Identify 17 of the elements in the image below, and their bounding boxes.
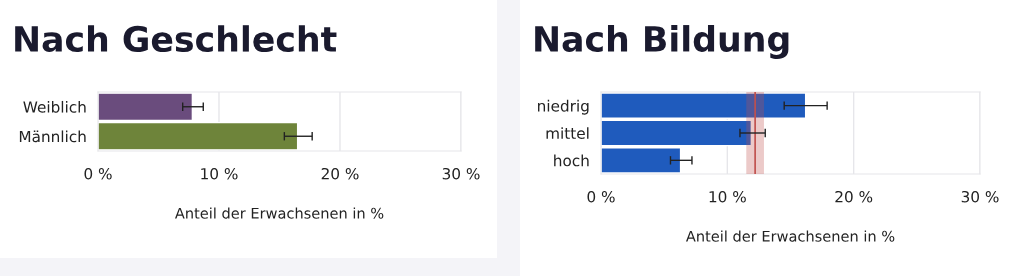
x-tick-label: 20 % <box>321 167 359 180</box>
x-tick-label: 30 % <box>961 190 999 203</box>
chart-title: Nach Bildung <box>535 25 789 59</box>
x-tick-label: 20 % <box>835 190 873 203</box>
y-tick-label: niedrig <box>538 99 589 115</box>
x-tick-label: 10 % <box>709 190 746 203</box>
y-tick-label: mittel <box>546 127 589 140</box>
y-tick-label: hoch <box>554 154 589 167</box>
x-tick-label: 0 % <box>587 190 615 203</box>
x-tick-label: 30 % <box>442 167 480 180</box>
x-axis-title: Anteil der Erwachsenen in % <box>174 207 384 219</box>
chart-title: Nach Geschlecht <box>15 25 337 53</box>
y-tick-label: Männlich <box>19 130 86 143</box>
y-tick-label: Weiblich <box>23 100 86 113</box>
x-tick-label: 0 % <box>84 167 112 180</box>
x-tick-label: 10 % <box>201 167 238 180</box>
x-axis-title: Anteil der Erwachsenen in % <box>685 230 895 242</box>
